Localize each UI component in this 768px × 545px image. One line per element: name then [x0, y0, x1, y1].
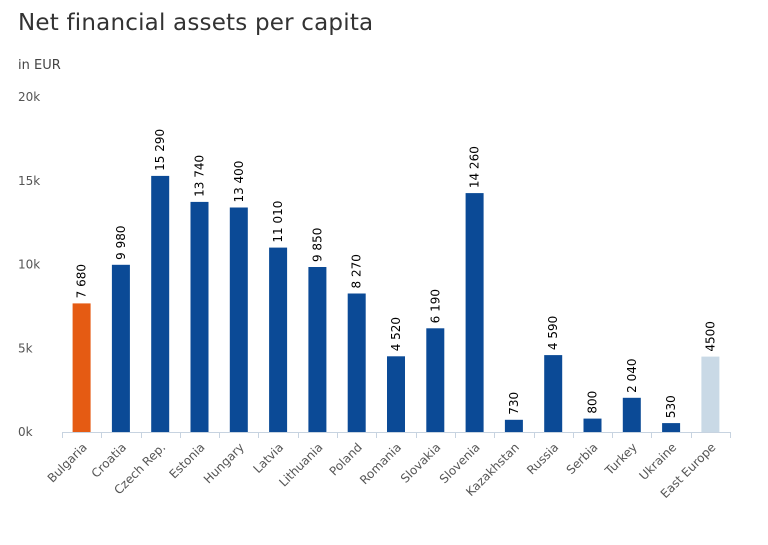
data-label: 13 740 — [193, 155, 207, 197]
data-label: 4 520 — [389, 317, 403, 351]
category-label: Romania — [357, 440, 404, 487]
data-label: 4500 — [703, 321, 717, 352]
data-label: 15 290 — [153, 129, 167, 171]
category-label: Latvia — [250, 440, 286, 476]
bar-croatia[interactable] — [111, 264, 130, 432]
y-tick-label: 10k — [18, 258, 40, 272]
bar-ukraine[interactable] — [662, 423, 681, 432]
bar-romania[interactable] — [387, 356, 405, 432]
data-label: 8 270 — [350, 254, 364, 288]
data-label: 6 190 — [428, 289, 442, 323]
data-label: 7 680 — [75, 264, 89, 298]
bar-hungary[interactable] — [229, 207, 248, 433]
bar-east-europe[interactable] — [701, 356, 720, 432]
bar-latvia[interactable] — [269, 247, 288, 432]
bar-czech-rep[interactable] — [151, 175, 170, 432]
y-tick-label: 0k — [18, 425, 33, 439]
bar-lithuania[interactable] — [308, 267, 327, 432]
category-label: Slovakia — [398, 440, 444, 486]
data-label: 800 — [585, 391, 599, 414]
category-label: Hungary — [201, 440, 247, 486]
data-labels: 7 680 9 980 15 290 13 740 13 400 11 010 9 850 8… — [75, 129, 718, 418]
y-axis-ticks: 0k 5k 10k 15k 20k — [18, 90, 40, 439]
bar-slovakia[interactable] — [426, 328, 445, 432]
data-label: 2 040 — [625, 358, 639, 392]
data-label: 530 — [664, 395, 678, 418]
data-label: 13 400 — [232, 161, 246, 203]
data-label: 9 850 — [310, 228, 324, 262]
data-label: 14 260 — [468, 146, 482, 188]
category-label: Poland — [327, 440, 365, 478]
y-tick-label: 5k — [18, 341, 33, 355]
data-label: 11 010 — [271, 201, 285, 243]
bar-estonia[interactable] — [190, 201, 209, 432]
category-label: Bulgaria — [45, 440, 90, 485]
data-label: 9 980 — [114, 225, 128, 259]
category-label: Turkey — [602, 440, 640, 478]
category-label: Russia — [524, 440, 561, 477]
category-label: Serbia — [564, 440, 601, 477]
chart-subtitle: in EUR — [18, 58, 61, 73]
bar-kazakhstan[interactable] — [504, 419, 523, 432]
bar-russia[interactable] — [544, 355, 563, 432]
data-label: 4 590 — [546, 316, 560, 350]
bar-turkey[interactable] — [622, 397, 641, 432]
y-tick-label: 20k — [18, 90, 40, 104]
bar-slovenia[interactable] — [465, 193, 484, 432]
bar-poland[interactable] — [347, 293, 366, 433]
chart-title: Net financial assets per capita — [18, 10, 374, 36]
data-label: 730 — [507, 392, 521, 415]
x-axis-ticks — [62, 432, 731, 438]
bar-serbia[interactable] — [583, 418, 602, 432]
y-tick-label: 15k — [18, 174, 40, 188]
bar-bulgaria[interactable] — [72, 303, 91, 432]
bars — [72, 175, 720, 433]
